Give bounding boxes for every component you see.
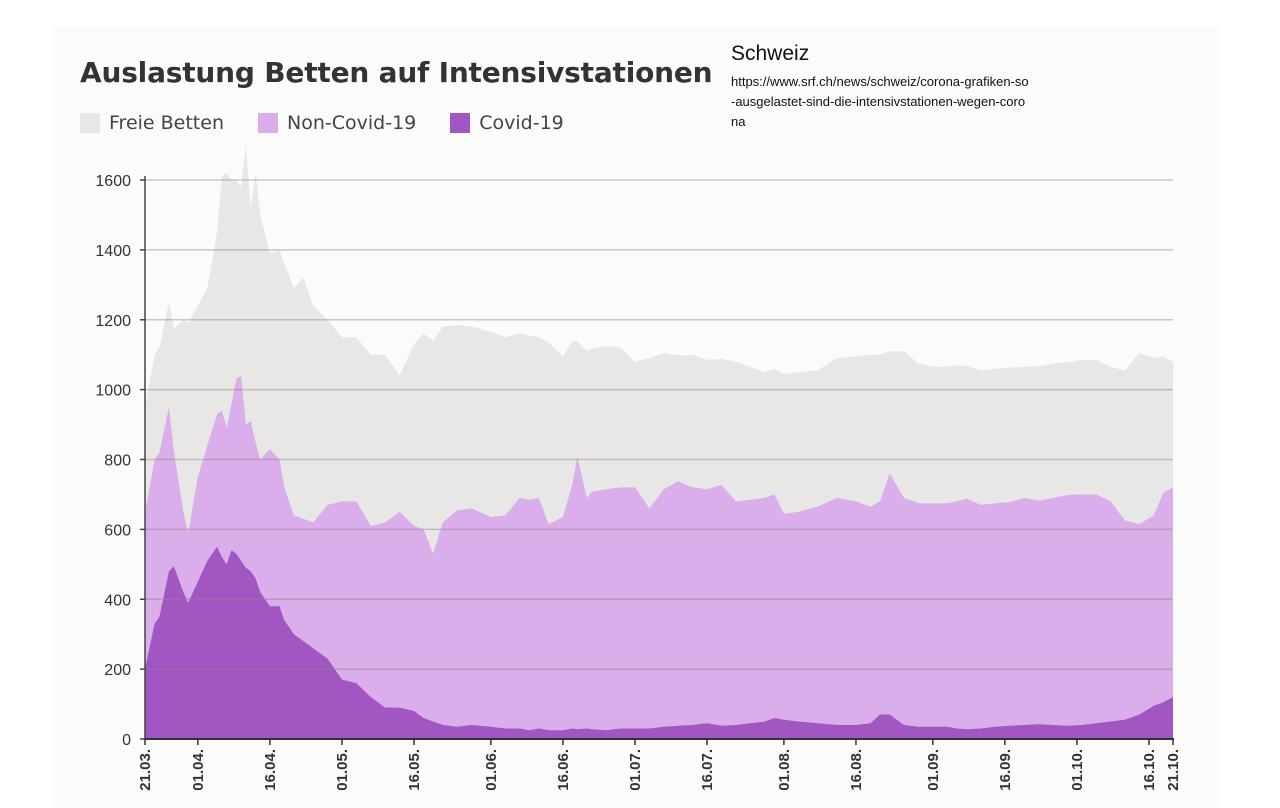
area-layers	[145, 145, 1173, 740]
y-tick-label: 800	[104, 453, 131, 470]
x-tick-label: 16.07.	[699, 749, 716, 791]
chart-title: Auslastung Betten auf Intensivstationen	[80, 56, 713, 89]
x-tick-label: 21.10.	[1165, 749, 1182, 791]
x-tick-label: 16.06.	[555, 749, 572, 791]
y-tick-label: 0	[122, 732, 131, 749]
legend-swatch-covid	[450, 113, 471, 133]
legend-label-non-covid: Non-Covid-19	[287, 112, 417, 134]
y-gridlines	[145, 179, 1173, 670]
legend-swatch-non-covid	[258, 113, 278, 133]
x-tick-labels: 21.03. 01.04. 16.04. 01.05. 16.05. 01.06. 16.0…	[137, 739, 1182, 791]
legend-label-freie-betten: Freie Betten	[109, 112, 224, 134]
x-tick-label: 16.10.	[1141, 749, 1158, 791]
x-tick-label: 16.05.	[406, 749, 423, 791]
y-tick-labels: 0 200 400 600 800 1000 1200 1400 1600	[95, 173, 145, 749]
legend-swatch-freie-betten	[80, 113, 100, 133]
x-tick-label: 01.09.	[925, 749, 942, 791]
x-tick-label: 01.08.	[776, 749, 793, 791]
y-tick-label: 1400	[95, 243, 131, 260]
x-tick-label: 01.07.	[627, 749, 644, 791]
y-tick-label: 1600	[95, 173, 131, 190]
source-url-text: https://www.srf.ch/news/schweiz/corona-g…	[731, 74, 1029, 129]
x-tick-label: 16.09.	[997, 749, 1014, 791]
legend-item-freie-betten: Freie Betten	[80, 112, 224, 134]
legend-item-covid: Covid-19	[450, 112, 564, 134]
x-tick-label: 01.10.	[1069, 749, 1086, 791]
x-tick-label: 01.05.	[334, 749, 351, 791]
legend-label-covid: Covid-19	[479, 112, 564, 134]
x-tick-label: 16.08.	[848, 749, 865, 791]
x-tick-label: 16.04.	[262, 749, 279, 791]
y-tick-label: 200	[104, 662, 131, 679]
y-tick-label: 1200	[95, 313, 131, 330]
legend: Freie Betten Non-Covid-19 Covid-19	[80, 112, 598, 134]
source-region-label: Schweiz	[731, 42, 810, 65]
y-tick-label: 1000	[95, 383, 131, 400]
y-tick-label: 600	[104, 522, 131, 539]
legend-item-non-covid: Non-Covid-19	[258, 112, 416, 134]
area-covid-19	[145, 546, 1173, 739]
source-annotation: Schweiz https://www.srf.ch/news/schweiz/…	[731, 42, 1031, 132]
area-non-covid-19	[145, 375, 1173, 739]
x-tick-label: 01.04.	[190, 749, 207, 791]
y-tick-label: 400	[104, 592, 131, 609]
x-tick-label: 01.06.	[483, 749, 500, 791]
x-tick-label: 21.03.	[137, 749, 154, 791]
